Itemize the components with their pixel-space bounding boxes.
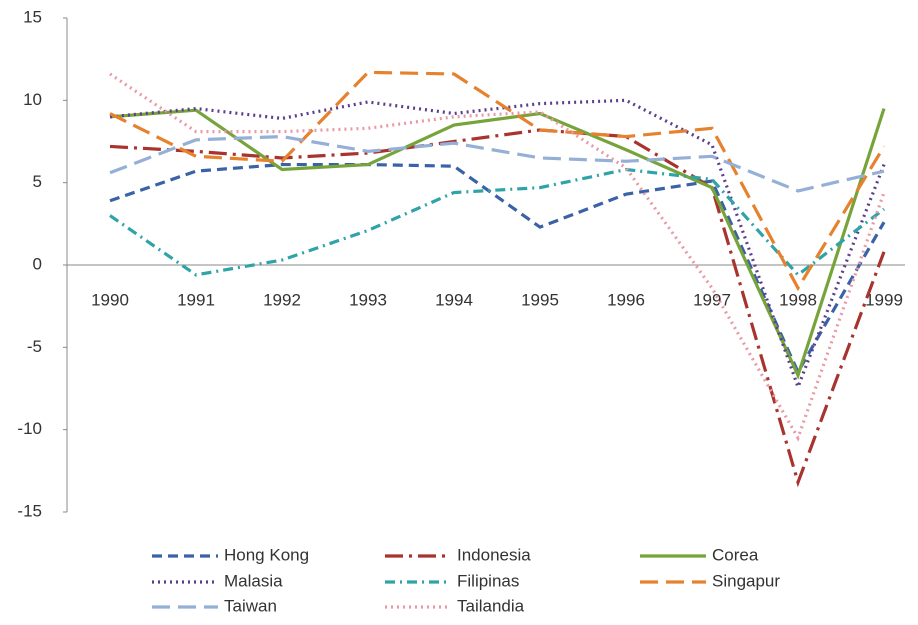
x-tick-label: 1994 [435, 290, 473, 309]
legend-label: Filipinas [457, 571, 519, 590]
legend-label: Tailandia [457, 596, 525, 615]
y-tick-label: -10 [17, 419, 42, 438]
series-line [109, 134, 885, 193]
x-tick-label: 1991 [177, 290, 215, 309]
legend-label: Hong Kong [224, 545, 309, 564]
y-tick-label: 0 [33, 254, 42, 273]
series-line [109, 70, 886, 292]
y-tick-label: -5 [27, 337, 42, 356]
x-tick-label: 1993 [349, 290, 387, 309]
series-line [109, 167, 885, 278]
legend-label: Taiwan [224, 596, 277, 615]
series-line [109, 98, 886, 392]
y-tick-label: -15 [17, 501, 42, 520]
legend-label: Singapur [712, 571, 780, 590]
legend-label: Corea [712, 545, 759, 564]
legend-label: Indonesia [457, 545, 531, 564]
x-tick-label: 1997 [693, 290, 731, 309]
x-tick-label: 1996 [607, 290, 645, 309]
y-tick-label: 15 [23, 7, 42, 26]
series-line [109, 162, 886, 376]
x-tick-label: 1992 [263, 290, 301, 309]
y-tick-label: 10 [23, 90, 42, 109]
series-line [109, 128, 886, 488]
x-tick-label: 1990 [91, 290, 129, 309]
legend-label: Malasia [224, 571, 283, 590]
x-tick-label: 1999 [865, 290, 903, 309]
series-line [109, 108, 886, 380]
x-tick-label: 1998 [779, 290, 817, 309]
series-line [109, 72, 886, 442]
y-tick-label: 5 [33, 172, 42, 191]
x-tick-label: 1995 [521, 290, 559, 309]
